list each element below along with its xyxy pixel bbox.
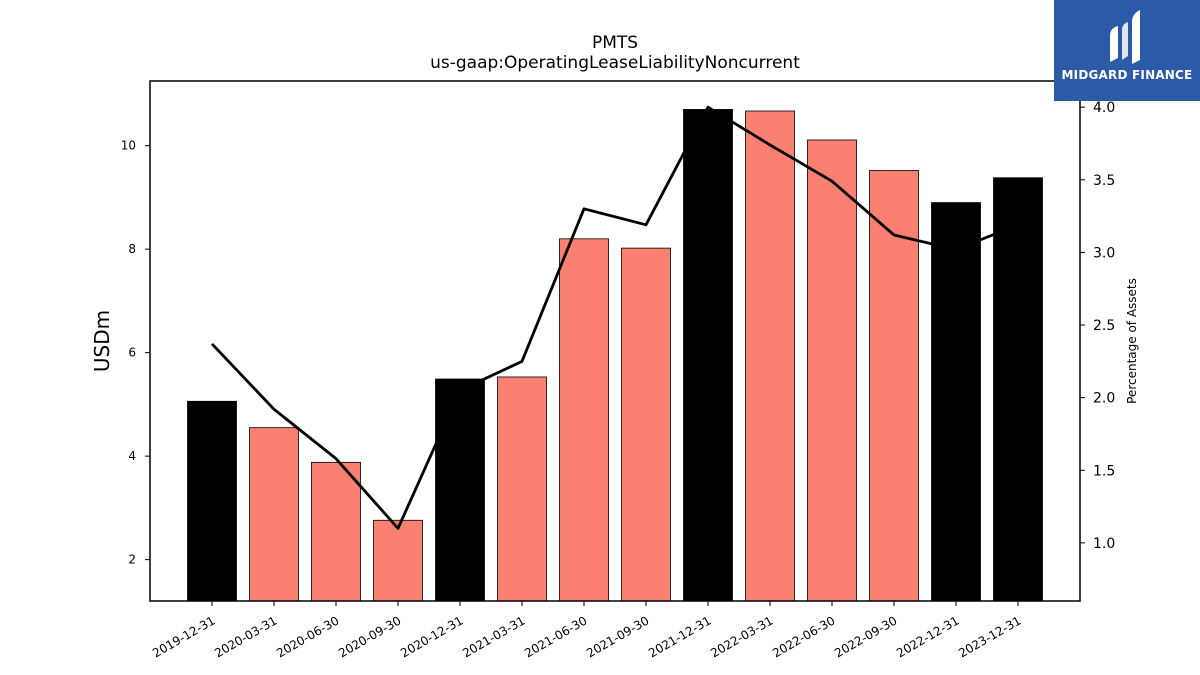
- y2-tick-label: 3.5: [1093, 173, 1115, 189]
- logo-text: MIDGARD FINANCE: [1061, 68, 1193, 82]
- y-tick-label: 8: [128, 242, 136, 256]
- bar-2020-12-31: [435, 378, 485, 602]
- x-tick-label: 2023-12-31: [956, 613, 1023, 660]
- x-tick-label: 2020-09-30: [336, 613, 403, 660]
- x-tick-label: 2021-06-30: [522, 613, 589, 660]
- x-tick-label: 2020-12-31: [398, 613, 465, 660]
- chart-title: PMTS: [592, 33, 638, 53]
- bar-2021-12-31: [683, 109, 733, 602]
- x-tick-label: 2021-03-31: [460, 613, 527, 660]
- bars-group: [187, 109, 1043, 602]
- y2-tick-label: 1.0: [1093, 536, 1115, 552]
- bar-2019-12-31: [187, 400, 237, 602]
- bar-2020-09-30: [373, 519, 423, 602]
- bar-2022-03-31: [745, 110, 795, 602]
- x-tick-label: 2022-03-31: [708, 613, 775, 660]
- x-tick-label: 2021-12-31: [646, 613, 713, 660]
- bar-2022-06-30: [807, 139, 857, 602]
- x-axis: 2019-12-312020-03-312020-06-302020-09-30…: [150, 601, 1024, 660]
- bar-2021-06-30: [559, 238, 609, 602]
- x-tick-label: 2021-09-30: [584, 613, 651, 660]
- bar-2023-12-31: [993, 177, 1043, 602]
- brand-logo: MIDGARD FINANCE: [1054, 0, 1200, 101]
- bar-2020-03-31: [249, 427, 299, 602]
- chart-subtitle: us-gaap:OperatingLeaseLiabilityNoncurren…: [430, 53, 800, 73]
- x-tick-label: 2020-03-31: [212, 613, 279, 660]
- y-tick-label: 2: [128, 553, 136, 567]
- logo-mark-icon: [1110, 10, 1140, 64]
- y2-tick-label: 2.0: [1093, 391, 1115, 407]
- y2-tick-label: 4.0: [1093, 100, 1115, 116]
- y-tick-label: 4: [128, 449, 136, 463]
- bar-2022-09-30: [869, 170, 919, 602]
- bar-2021-03-31: [497, 376, 547, 602]
- y-tick-label: 6: [128, 346, 136, 360]
- y-axis-label: USDm: [90, 310, 114, 372]
- x-tick-label: 2019-12-31: [150, 613, 217, 660]
- line-group: [210, 105, 1019, 530]
- y2-axis-label: Percentage of Assets: [1125, 278, 1139, 404]
- left-axis: 2 4 6 8 10: [121, 139, 150, 567]
- bar-2020-06-30: [311, 461, 361, 602]
- y-tick-label: 10: [121, 139, 136, 153]
- bar-2022-12-31: [931, 202, 981, 602]
- x-tick-label: 2022-09-30: [832, 613, 899, 660]
- right-axis: 1.0 1.5 2.0 2.5 3.0 3.5 4.0: [1080, 100, 1115, 552]
- x-tick-label: 2020-06-30: [274, 613, 341, 660]
- plot-frame: [149, 80, 1081, 602]
- y2-tick-label: 1.5: [1093, 463, 1115, 479]
- bar-2021-09-30: [621, 247, 671, 602]
- x-tick-label: 2022-06-30: [770, 613, 837, 660]
- y2-tick-label: 3.0: [1093, 245, 1115, 261]
- series-line: [210, 105, 1019, 530]
- y2-tick-label: 2.5: [1093, 318, 1115, 334]
- x-tick-label: 2022-12-31: [894, 613, 961, 660]
